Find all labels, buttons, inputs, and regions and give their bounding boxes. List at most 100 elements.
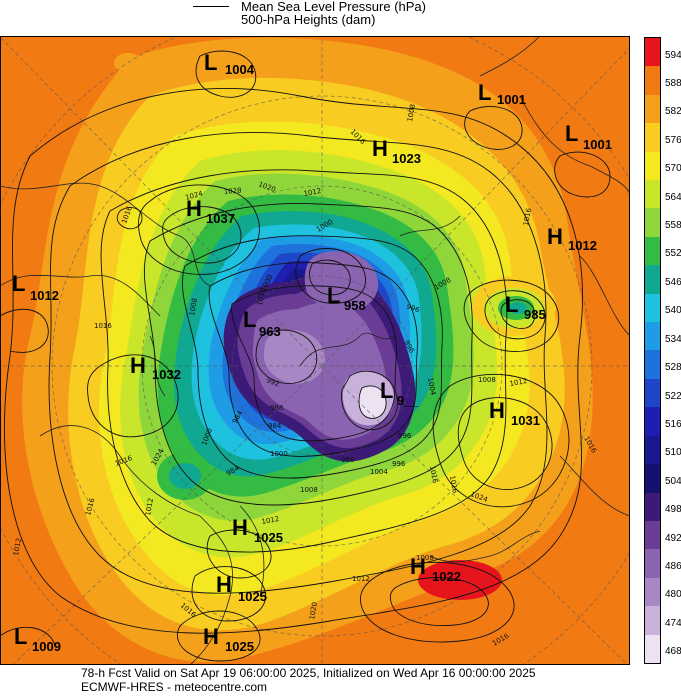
pressure-centre-high: H 1022 — [410, 554, 461, 584]
isobar-label: 1016 — [448, 475, 459, 494]
svg-text:1032: 1032 — [152, 367, 181, 382]
height-blob-north-582 — [114, 53, 142, 73]
height-blob-sw-546 — [169, 463, 201, 489]
isobar-label: 984 — [268, 422, 282, 430]
isobar-label: 1000 — [270, 450, 288, 458]
colorbar-segment — [645, 38, 660, 67]
svg-text:963: 963 — [259, 324, 281, 339]
isobar-label: 1012 — [509, 377, 528, 388]
forecast-valid-time: 78-h Fcst Valid on Sat Apr 19 06:00:00 2… — [81, 666, 536, 680]
height-band-468 — [358, 386, 387, 419]
isobar-label: 996 — [392, 460, 406, 468]
isobar-label: 1020 — [308, 601, 319, 620]
isobar-label: 1012 — [352, 575, 370, 583]
svg-text:1001: 1001 — [583, 137, 612, 152]
svg-text:L: L — [478, 80, 491, 105]
colorbar-segment — [645, 407, 660, 436]
svg-text:H: H — [216, 572, 232, 597]
colorbar-segment — [645, 577, 660, 607]
colorbar-level-label: 486 — [665, 560, 681, 572]
svg-text:1004: 1004 — [225, 62, 255, 77]
colorbar-segment — [645, 180, 660, 209]
colorbar-level-label: 498 — [665, 504, 681, 516]
colorbar-level-label: 504 — [665, 475, 681, 487]
svg-text:1025: 1025 — [254, 530, 283, 545]
colorbar-segment — [645, 151, 660, 181]
colorbar-level-label: 510 — [665, 447, 681, 459]
coastlines — [0, 36, 630, 665]
colorbar-level-label: 528 — [665, 362, 681, 374]
forecast-source: ECMWF-HRES - meteocentre.com — [81, 680, 268, 694]
colorbar-level-label: 552 — [665, 248, 681, 260]
colorbar-level-label: 480 — [665, 589, 681, 601]
isobar-label: 1008 — [416, 554, 434, 562]
colorbar-level-label: 594 — [665, 49, 681, 61]
svg-text:1023: 1023 — [392, 151, 421, 166]
isobars — [0, 50, 611, 662]
svg-text:1012: 1012 — [568, 238, 597, 253]
isobar-label: 988 — [270, 404, 283, 412]
isobar-label: 1012 — [144, 497, 155, 516]
svg-text:985: 985 — [524, 307, 546, 322]
pressure-centre-low: L 958 — [327, 283, 366, 313]
svg-text:L: L — [565, 121, 578, 146]
isobar-label: 1016 — [522, 207, 533, 226]
colorbar-level-label: 588 — [665, 78, 681, 90]
colorbar-level-label: 534 — [665, 333, 681, 345]
isobar-label: 1008 — [406, 103, 417, 122]
svg-text:1012: 1012 — [30, 288, 59, 303]
isobar-label: 1008 — [300, 486, 318, 494]
svg-text:H: H — [410, 554, 426, 579]
colorbar-segment — [645, 606, 660, 635]
pressure-centre-high: H 1037 — [186, 196, 235, 226]
colorbar-level-label: 558 — [665, 220, 681, 232]
pressure-centre-low: L 1009 — [14, 624, 61, 654]
isobar-label: 996 — [398, 432, 412, 440]
svg-text:L: L — [12, 271, 25, 296]
map-border — [0, 36, 630, 665]
isobar-label: 968 — [341, 456, 354, 464]
svg-text:H: H — [203, 624, 219, 649]
colorbar-level-label: 492 — [665, 532, 681, 544]
svg-text:1022: 1022 — [432, 569, 461, 584]
svg-text:L: L — [243, 307, 256, 332]
pressure-centre-high: H 1032 — [130, 353, 181, 382]
pressure-centre-high: H 1023 — [372, 136, 421, 166]
legend-heights-label: 500-hPa Heights (dam) — [241, 12, 376, 27]
colorbar-level-label: 546 — [665, 276, 681, 288]
pressure-centre-labels: L 1004 L 1001 L 1001 H 1023 H 1037 H 1012 L 101… — [12, 50, 612, 654]
colorbar-level-label: 576 — [665, 134, 681, 146]
svg-text:H: H — [232, 515, 248, 540]
pressure-centre-low: L 1004 — [204, 50, 255, 77]
height-band-486-north — [304, 251, 379, 312]
height-colorbar — [644, 37, 661, 664]
svg-text:H: H — [489, 398, 505, 423]
legend-mslp-label: Mean Sea Level Pressure (hPa) — [241, 0, 426, 14]
svg-text:1037: 1037 — [206, 211, 235, 226]
isobar-label: 1016 — [94, 322, 112, 330]
svg-text:H: H — [372, 136, 388, 161]
legend-line-sample — [193, 6, 229, 7]
colorbar-level-label: 516 — [665, 418, 681, 430]
pressure-centre-high: H 1012 — [547, 224, 597, 253]
weather-map: 1016 1008 1016 1024 1028 1020 1012 1016 … — [0, 36, 630, 665]
colorbar-segment — [645, 350, 660, 379]
svg-text:L: L — [380, 378, 393, 403]
isobar-label: 1004 — [370, 468, 388, 476]
pressure-centre-low: L 1001 — [478, 80, 526, 107]
colorbar-segment — [645, 435, 660, 465]
pressure-centre-high: H 1025 — [232, 515, 283, 545]
colorbar-segment — [645, 492, 660, 521]
colorbar-segment — [645, 293, 660, 323]
pressure-centre-low: L 1001 — [565, 121, 612, 152]
colorbar-level-label: 468 — [665, 646, 681, 658]
svg-text:H: H — [547, 224, 563, 249]
colorbar-level-label: 540 — [665, 305, 681, 317]
colorbar-segment — [645, 265, 660, 294]
pressure-centre-low: L 9__ — [380, 378, 419, 408]
isobar-label: 1016 — [428, 465, 439, 484]
colorbar-level-label: 564 — [665, 191, 681, 203]
isobar-label: 1008 — [478, 376, 496, 384]
colorbar-level-label: 582 — [665, 106, 681, 118]
pressure-centre-low: L 1012 — [12, 271, 59, 303]
